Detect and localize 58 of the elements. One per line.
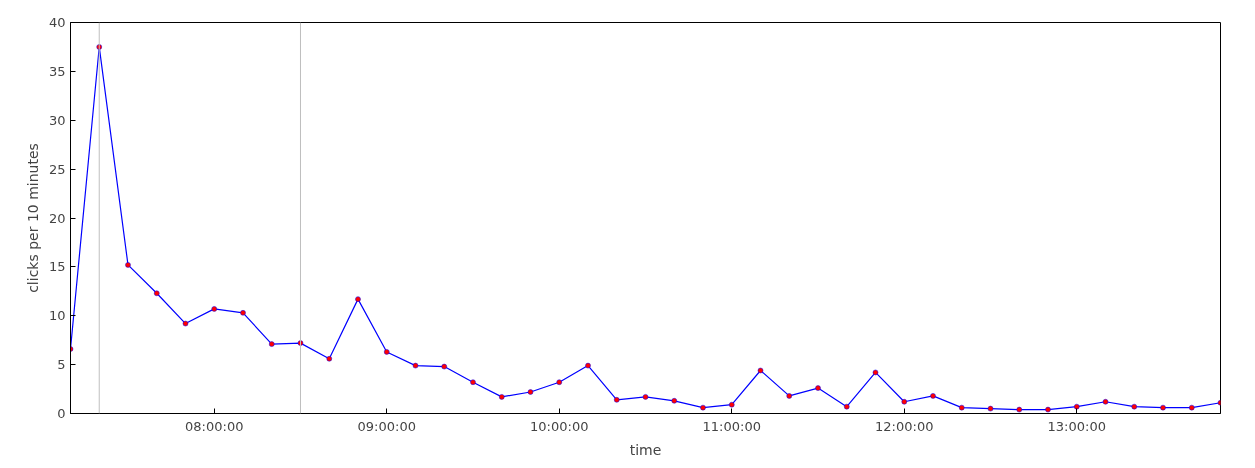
y-tick-label: 20 — [48, 210, 66, 226]
point — [527, 389, 534, 395]
x-tick-label: 09:00:00 — [357, 418, 416, 434]
y-tick-label: 25 — [48, 161, 66, 177]
x-tick-label: 08:00:00 — [185, 418, 244, 434]
point — [182, 320, 189, 327]
point — [585, 362, 591, 369]
point — [815, 385, 821, 391]
point — [556, 379, 562, 385]
point — [96, 44, 102, 50]
x-tick-label: 13:00:00 — [1047, 418, 1106, 434]
y-tick-label: 5 — [57, 357, 66, 373]
y-axis-title: clicks per 10 minutes — [24, 143, 41, 293]
point — [240, 310, 246, 316]
point — [1016, 406, 1023, 413]
x-tick-label: 11:00:00 — [702, 418, 761, 434]
point — [326, 356, 332, 362]
point — [384, 349, 390, 355]
point — [1045, 406, 1051, 413]
point — [355, 296, 361, 302]
y-tick-label: 35 — [48, 63, 66, 79]
y-tick-label: 0 — [57, 406, 66, 421]
point — [470, 379, 476, 385]
point — [1074, 403, 1080, 410]
point — [1160, 404, 1166, 411]
point — [70, 346, 74, 352]
point — [1189, 404, 1195, 411]
point — [700, 404, 706, 411]
point — [211, 306, 217, 312]
point — [268, 341, 275, 347]
point — [959, 404, 965, 411]
x-axis-title: time — [629, 441, 662, 458]
point — [987, 405, 994, 412]
y-tick-label: 10 — [48, 308, 66, 324]
y-tick-label: 15 — [48, 259, 66, 275]
point — [125, 262, 131, 268]
point — [757, 367, 764, 374]
y-tick-label: 40 — [48, 15, 66, 30]
point — [1102, 399, 1109, 405]
point — [901, 399, 907, 405]
point — [499, 394, 505, 400]
point — [412, 362, 419, 369]
point — [1217, 400, 1221, 406]
point — [786, 393, 792, 399]
point — [872, 369, 879, 376]
point — [297, 340, 304, 346]
point — [930, 393, 936, 399]
point — [613, 397, 620, 403]
y-tick-label: 30 — [48, 112, 66, 128]
point — [154, 290, 160, 297]
point — [729, 401, 735, 408]
x-tick-label: 10:00:00 — [530, 418, 589, 434]
point — [671, 398, 678, 404]
x-tick-label: 12:00:00 — [875, 418, 934, 434]
point — [844, 403, 850, 410]
point — [441, 363, 447, 370]
point — [642, 394, 649, 400]
point — [1131, 403, 1137, 410]
